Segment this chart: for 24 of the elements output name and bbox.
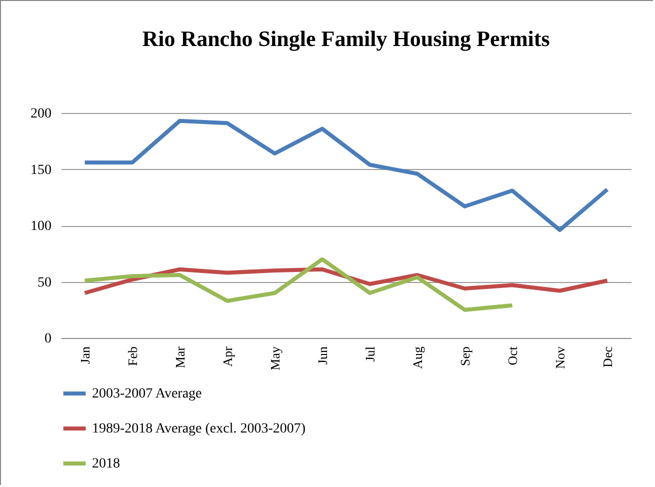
legend-label: 1989-2018 Average (excl. 2003-2007): [92, 422, 306, 436]
legend-label: 2003-2007 Average: [92, 386, 202, 402]
line-series: [82, 257, 514, 312]
x-tick-label: Jun: [314, 346, 330, 365]
x-tick-label: Aug: [410, 346, 425, 369]
y-tick-label: 150: [30, 162, 52, 178]
x-tick-label: Jul: [362, 346, 378, 362]
x-tick-label: May: [267, 346, 282, 370]
y-tick-label: 0: [44, 332, 52, 346]
line-series: [82, 118, 610, 232]
x-tick-label: Sep: [457, 346, 472, 366]
legend-label: 2018: [92, 456, 120, 472]
x-tick-label: Nov: [552, 346, 568, 369]
x-tick-label: Apr: [220, 346, 235, 367]
x-tick-label: Jan: [77, 346, 92, 364]
x-tick-label: Dec: [600, 346, 615, 368]
x-tick-label: Oct: [504, 346, 520, 366]
y-tick-label: 200: [30, 106, 52, 122]
chart-title: Rio Rancho Single Family Housing Permits: [142, 26, 550, 51]
line-series: [82, 267, 610, 295]
y-tick-label: 50: [38, 275, 52, 290]
x-tick-label: Mar: [172, 346, 188, 368]
y-tick-label: 100: [30, 219, 52, 234]
x-tick-label: Feb: [124, 346, 140, 366]
